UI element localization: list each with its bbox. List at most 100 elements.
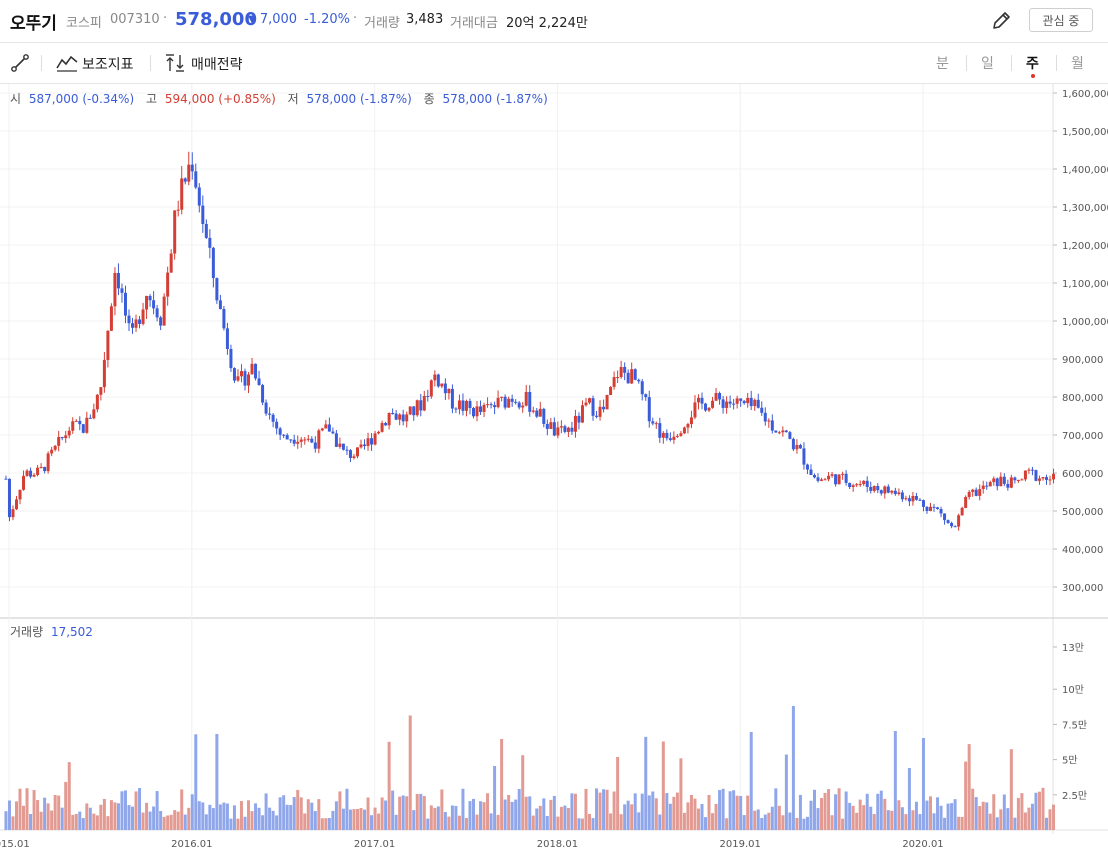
strategy-button[interactable]: 매매전략 xyxy=(191,57,243,73)
volume-value: 3,483 xyxy=(406,12,444,27)
candle-down xyxy=(471,407,475,417)
period-divider xyxy=(966,55,967,71)
candle-down xyxy=(570,427,574,432)
candle-down xyxy=(310,438,314,443)
period-month-tab[interactable]: 월 xyxy=(1071,56,1084,72)
volume-bar xyxy=(67,762,71,830)
candle-up xyxy=(447,388,451,394)
period-minute-tab[interactable]: 분 xyxy=(936,56,949,72)
volume-bar xyxy=(113,802,117,830)
candle-down xyxy=(123,292,127,316)
volume-bar xyxy=(679,758,683,830)
line-draw-icon[interactable] xyxy=(10,53,30,73)
volume-bar xyxy=(292,797,296,830)
volume-bar xyxy=(855,812,859,830)
volume-bar xyxy=(588,813,592,830)
volume-bar xyxy=(925,800,929,830)
candle-up xyxy=(988,482,992,487)
candle-down xyxy=(254,363,258,379)
candle-down xyxy=(704,403,708,411)
volume-bar xyxy=(482,802,486,830)
volume-bar xyxy=(145,802,149,830)
volume-bar xyxy=(985,802,989,830)
volume-bar xyxy=(243,816,247,830)
volume-bar xyxy=(897,800,901,830)
candle-up xyxy=(475,406,479,417)
candle-up xyxy=(405,414,409,422)
candle-down xyxy=(739,398,743,401)
candle-up xyxy=(823,479,827,481)
candle-up xyxy=(99,387,103,395)
candle-down xyxy=(78,420,82,425)
volume-bar xyxy=(429,805,433,830)
buy-sell-arrows-icon[interactable] xyxy=(164,53,186,73)
candle-down xyxy=(29,470,33,477)
high-value: 594,000 (+0.85%) xyxy=(164,92,276,106)
volume-bar xyxy=(479,801,483,830)
volume-bar xyxy=(802,818,806,830)
candle-up xyxy=(679,433,683,436)
indicator-button[interactable]: 보조지표 xyxy=(82,57,134,73)
volume-bar xyxy=(285,804,289,830)
volume-bar xyxy=(974,797,978,830)
period-day-tab[interactable]: 일 xyxy=(981,56,994,72)
candle-up xyxy=(173,210,177,254)
volume-bar xyxy=(264,793,268,830)
candle-up xyxy=(584,402,588,406)
volume-bar xyxy=(194,734,198,830)
close-label: 종 xyxy=(423,92,435,106)
candle-up xyxy=(999,476,1003,487)
volume-bar xyxy=(805,816,809,830)
candle-up xyxy=(654,423,658,425)
volume-bar xyxy=(359,808,363,830)
candle-down xyxy=(479,406,483,412)
candle-up xyxy=(992,478,996,483)
volume-bar xyxy=(327,818,331,830)
pencil-icon[interactable] xyxy=(990,10,1012,32)
candle-up xyxy=(538,408,542,417)
volume-bar xyxy=(247,800,251,830)
candle-up xyxy=(609,386,613,395)
volume-bar xyxy=(398,796,402,830)
period-week-tab[interactable]: 주 xyxy=(1026,56,1039,72)
volume-bar xyxy=(296,789,300,830)
candle-up xyxy=(102,359,106,388)
candle-down xyxy=(394,413,398,420)
candle-up xyxy=(559,426,563,428)
price-chart[interactable]: 1,600,000 1,500,000 1,400,000 1,300,000 1,20… xyxy=(0,84,1108,856)
volume-bar xyxy=(939,805,943,830)
favorite-button[interactable]: 관심 중 xyxy=(1029,8,1093,32)
volume-bar xyxy=(215,733,219,830)
volume-bar xyxy=(732,790,736,830)
candle-up xyxy=(746,397,750,404)
volume-bar xyxy=(331,810,335,830)
candle-up xyxy=(429,380,433,397)
candle-up xyxy=(524,391,528,406)
volume-bar xyxy=(271,810,275,830)
candle-down xyxy=(918,499,922,501)
volume-bar xyxy=(531,815,535,830)
candle-down xyxy=(914,495,918,500)
volume-bar xyxy=(355,808,359,830)
candle-up xyxy=(355,447,359,457)
candle-down xyxy=(1002,476,1006,484)
volume-bar xyxy=(60,807,64,830)
volume-bar xyxy=(1013,817,1017,830)
volume-bar xyxy=(616,756,620,830)
candle-down xyxy=(651,421,655,424)
candle-down xyxy=(763,412,767,422)
candle-down xyxy=(647,397,651,422)
candle-down xyxy=(640,381,644,395)
candle-down xyxy=(921,500,925,507)
indicator-icon[interactable] xyxy=(56,54,78,72)
volume-bar xyxy=(932,813,936,830)
volume-bar xyxy=(81,818,85,830)
candle-up xyxy=(366,438,370,447)
volume-bar xyxy=(528,796,532,830)
volume-bar xyxy=(109,800,113,830)
volume-bar xyxy=(686,802,690,830)
volume-bar xyxy=(173,810,177,830)
volume-bar xyxy=(1020,793,1024,830)
volume-bar xyxy=(711,813,715,830)
candle-up xyxy=(960,507,964,516)
